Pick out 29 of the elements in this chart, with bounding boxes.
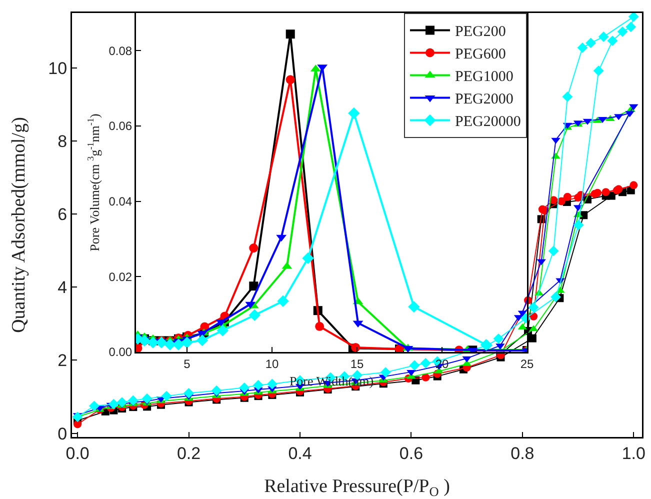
x-tick-label: 20: [435, 356, 449, 371]
x-tick-label: 0.4: [288, 444, 312, 463]
x-tick-label: 5: [184, 356, 191, 371]
x-tick-label: 10: [265, 356, 279, 371]
y-tick-label: 0.06: [108, 119, 132, 134]
y-tick-label: 0.04: [108, 194, 132, 209]
y-tick-label: 4: [58, 278, 68, 298]
y-tick-label: 10: [48, 58, 68, 78]
legend-label: PEG200: [455, 24, 506, 40]
legend-label: PEG1000: [455, 69, 514, 86]
x-tick-label: 0.8: [510, 444, 534, 463]
legend-label: PEG20000: [455, 114, 521, 130]
y-tick-label: 0.00: [108, 345, 132, 360]
x-tick-label: 0.2: [176, 444, 201, 463]
x-tick-label: 0.6: [399, 444, 424, 463]
y-axis-title: Quantity Adsorbed(mmol/g): [8, 117, 30, 333]
y-tick-label: 0.02: [108, 270, 132, 284]
y-tick-label: 2: [58, 351, 68, 370]
y-tick-label: 8: [58, 132, 68, 151]
x-axis-title: Relative Pressure(P/P$_{O}$ ): [264, 476, 450, 499]
y-tick-label: 0.08: [108, 44, 132, 58]
y-tick-label: 6: [58, 204, 68, 224]
x-tick-label: 0.0: [66, 444, 90, 463]
legend-label: PEG2000: [455, 92, 514, 108]
x-tick-label: 15: [350, 356, 364, 371]
legend-label: PEG600: [455, 46, 506, 63]
x-tick-label: 1.0: [622, 444, 646, 463]
x-tick-label: 25: [520, 356, 534, 371]
y-tick-label: 0: [58, 424, 68, 444]
